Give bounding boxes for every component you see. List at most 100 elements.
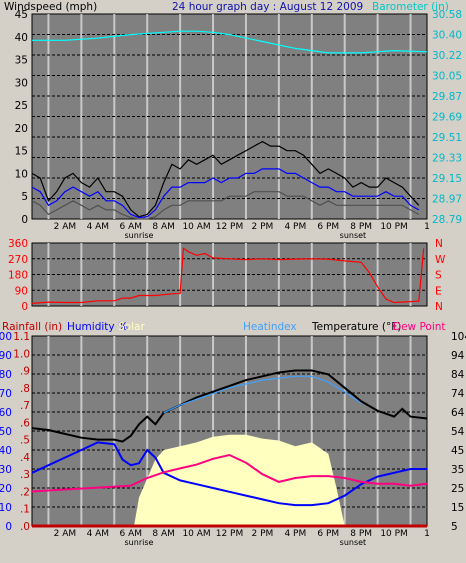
dewpoint-line (31, 453, 428, 493)
wind-y-tick-label: 40 (15, 32, 28, 44)
barometer-line (32, 30, 428, 54)
wind-y-tick-label: 45 (15, 9, 28, 21)
heatindex-line (163, 375, 362, 414)
rainfall-y-tick-label: 1.0 (13, 348, 30, 360)
legend-dewpoint: Dew Point (393, 321, 446, 333)
humidity-y-tick-label: 30 (0, 464, 12, 476)
compass-tick-label: N (435, 238, 443, 250)
baro-y-tick-label: 29.87 (432, 91, 462, 103)
wind-y-tick-label: 15 (15, 146, 28, 158)
wind-x-tick-label: 6 AM (119, 222, 142, 232)
rainfall-y-tick-label: .0 (20, 521, 30, 533)
baro-y-tick-label: 30.05 (432, 71, 462, 83)
rainfall-y-tick-label: .1 (20, 504, 30, 516)
wind-axis-title: Windspeed (mph) (4, 1, 97, 13)
baro-y-tick-label: 28.97 (432, 194, 462, 206)
wind-x-tick-label: 8 AM (152, 222, 175, 232)
chart-title: 24 hour graph day : August 12 2009 (172, 1, 363, 13)
temp-x-tick-label: 2 AM (54, 529, 77, 539)
rainfall-y-tick-label: 1.1 (13, 331, 30, 343)
temp-x-tick-label: 8 PM (350, 529, 372, 539)
barometer-axis-title: Barometer (in) (372, 1, 449, 13)
compass-tick-label: W (435, 254, 446, 266)
baro-y-tick-label: 29.51 (432, 132, 462, 144)
baro-y-tick-label: 29.33 (432, 153, 462, 165)
temperature-line (31, 369, 428, 443)
temperature-y-tick-label: 15 (451, 502, 464, 514)
wind-direction-line (31, 247, 425, 304)
temp-x-tick-label: 10 PM (380, 529, 408, 539)
baro-y-tick-label: 29.15 (432, 173, 462, 185)
sunset-label: sunset (340, 538, 367, 547)
temp-x-tick-label: 1 (424, 529, 430, 539)
legend-heatindex: Heatindex (243, 321, 297, 333)
sunrise-label: sunrise (125, 231, 154, 240)
rainfall-y-tick-label: .5 (20, 435, 30, 447)
rainfall-y-tick-label: .7 (20, 400, 30, 412)
wind-x-tick-label: 4 AM (87, 222, 110, 232)
baro-y-tick-label: 30.40 (432, 30, 462, 42)
wind-x-tick-label: 6 PM (317, 222, 339, 232)
temp-x-tick-label: 4 AM (87, 529, 110, 539)
wind-x-tick-label: 10 PM (380, 222, 408, 232)
wind-y-tick-label: 25 (15, 100, 28, 112)
direction-y-tick-label: 180 (8, 270, 28, 282)
temperature-y-tick-label: 64 (451, 407, 465, 419)
temp-x-tick-label: 6 AM (119, 529, 142, 539)
compass-tick-label: S (435, 270, 442, 282)
rainfall-y-tick-label: .9 (20, 366, 30, 378)
humidity-y-tick-label: 40 (0, 445, 12, 457)
temperature-y-tick-label: 94 (451, 350, 465, 362)
sunrise-label: sunrise (125, 538, 154, 547)
temp-x-tick-label: 6 PM (317, 529, 339, 539)
baro-y-tick-label: 30.22 (432, 50, 462, 62)
direction-y-tick-label: 90 (15, 285, 28, 297)
wind-y-tick-label: 5 (21, 191, 28, 203)
wind-x-tick-label: 1 (424, 222, 430, 232)
legend-solar: Solar (118, 321, 145, 333)
temperature-y-tick-label: 84 (451, 369, 465, 381)
rainfall-y-tick-label: .2 (20, 486, 30, 498)
rainfall-y-tick-label: .6 (20, 417, 30, 429)
temp-x-tick-label: 12 PM (216, 529, 244, 539)
wind-y-tick-label: 20 (15, 123, 28, 135)
temperature-y-tick-label: 54 (451, 426, 465, 438)
temperature-y-tick-label: 74 (451, 388, 465, 400)
legend-humidity: Humidity % (67, 321, 128, 333)
humidity-y-tick-label: 50 (0, 426, 12, 438)
humidity-y-tick-label: 10 (0, 502, 12, 514)
direction-y-tick-label: 0 (21, 301, 28, 313)
baro-y-tick-label: 29.69 (432, 112, 462, 124)
rainfall-y-tick-label: .3 (20, 469, 30, 481)
solar-area (134, 434, 345, 526)
temp-x-tick-label: 8 AM (152, 529, 175, 539)
temp-x-tick-label: 2 PM (252, 529, 274, 539)
wind-x-tick-label: 8 PM (350, 222, 372, 232)
humidity-y-tick-label: 90 (0, 350, 12, 362)
temperature-y-tick-label: 45 (451, 445, 464, 457)
temperature-y-tick-label: 35 (451, 464, 464, 476)
wind-x-tick-label: 2 PM (252, 222, 274, 232)
temp-x-tick-label: 4 PM (284, 529, 306, 539)
temperature-y-tick-label: 5 (451, 521, 458, 533)
windspeed-line (31, 140, 420, 218)
legend-rainfall: Rainfall (in) (2, 321, 62, 333)
wind-x-tick-label: 12 PM (216, 222, 244, 232)
wind-y-tick-label: 10 (15, 168, 28, 180)
wind-x-tick-label: 10 AM (182, 222, 210, 232)
sunset-label: sunset (340, 231, 367, 240)
humidity-y-tick-label: 80 (0, 369, 12, 381)
compass-tick-label: E (435, 285, 442, 297)
humidity-y-tick-label: 100 (0, 331, 12, 343)
baro-y-tick-label: 30.58 (432, 9, 462, 21)
direction-y-tick-label: 360 (8, 238, 28, 250)
temperature-y-tick-label: 104 (451, 331, 466, 343)
wind-average-line (31, 168, 420, 219)
humidity-y-tick-label: 70 (0, 388, 12, 400)
wind-y-tick-label: 35 (15, 55, 28, 67)
humidity-y-tick-label: 0 (5, 521, 12, 533)
humidity-y-tick-label: 60 (0, 407, 12, 419)
humidity-line (31, 441, 427, 507)
baro-y-tick-label: 28.79 (432, 214, 462, 226)
